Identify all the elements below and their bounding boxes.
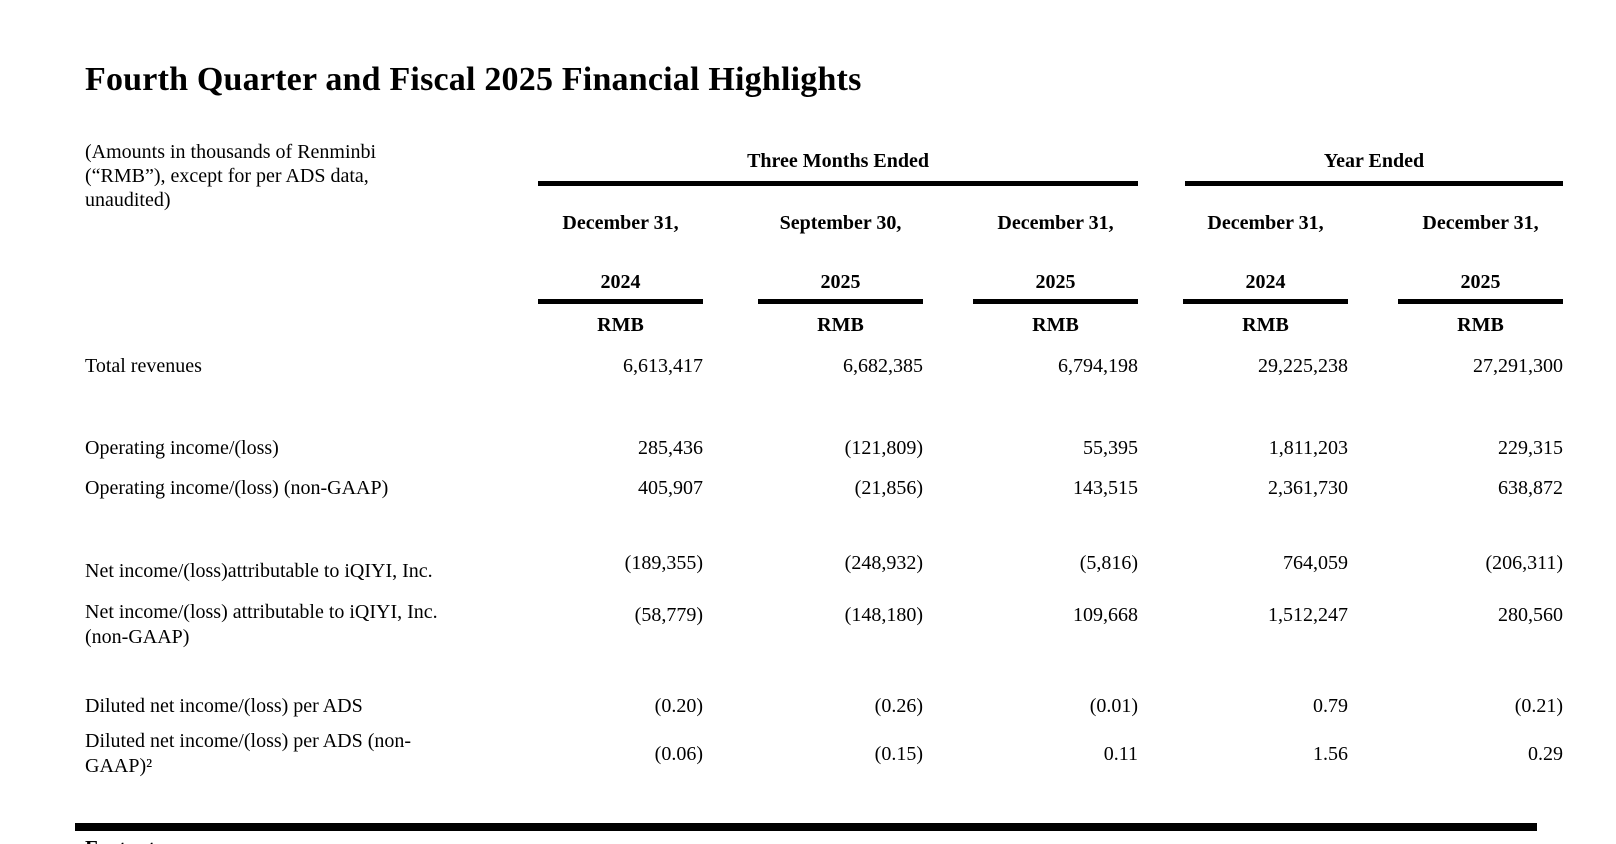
row-label-diluted-per-ads-non-gaap: Diluted net income/(loss) per ADS (non-G… — [85, 730, 412, 777]
cell-value: (0.01) — [1089, 695, 1139, 717]
cell-value: 6,682,385 — [843, 355, 923, 377]
cell-value: (58,779) — [634, 604, 703, 626]
col-1-year: 2024 — [538, 271, 703, 304]
cell-value: (0.15) — [874, 743, 923, 765]
row-label-operating-income-non-gaap: Operating income/(loss) (non-GAAP) — [85, 476, 389, 499]
row-label-operating-income: Operating income/(loss) — [85, 436, 279, 459]
spacer-row — [85, 508, 1563, 542]
col-1-currency: RMB — [597, 314, 644, 336]
row-label-total-revenues: Total revenues — [85, 354, 202, 377]
cell-value: 55,395 — [1083, 437, 1139, 459]
table-row: Net income/(loss) attributable to iQIYI,… — [85, 600, 1563, 650]
cell-value: (206,311) — [1485, 552, 1564, 574]
cell-value: 6,794,198 — [1058, 355, 1139, 377]
table-row: Diluted net income/(loss) per ADS (non-G… — [85, 724, 1563, 784]
table-note-cell: (Amounts in thousands of Renminbi (“RMB”… — [85, 140, 538, 346]
col-4-currency: RMB — [1242, 314, 1289, 336]
cell-value: 1,512,247 — [1268, 604, 1349, 626]
page-title: Fourth Quarter and Fiscal 2025 Financial… — [85, 60, 862, 98]
financial-highlights-table: (Amounts in thousands of Renminbi (“RMB”… — [85, 140, 1564, 784]
col-4-date: December 31, — [1207, 212, 1324, 234]
cell-value: 229,315 — [1498, 437, 1564, 459]
table-row: Total revenues 6,613,417 6,682,385 6,794… — [85, 346, 1563, 386]
col-1-date: December 31, — [562, 212, 679, 234]
cell-value: 1.56 — [1313, 743, 1349, 765]
cell-value: 143,515 — [1073, 477, 1139, 499]
group-year-ended: Year Ended — [1185, 150, 1564, 186]
column-group-row: (Amounts in thousands of Renminbi (“RMB”… — [85, 140, 1564, 211]
cell-value: (121,809) — [844, 437, 923, 459]
cell-value: (0.21) — [1514, 695, 1564, 717]
cell-value: 638,872 — [1498, 477, 1564, 499]
col-3-date: December 31, — [997, 212, 1114, 234]
cell-value: 0.29 — [1528, 743, 1564, 765]
col-2-currency: RMB — [817, 314, 864, 336]
year-header-row: 2024 2025 2025 2024 2025 — [85, 244, 1564, 304]
cell-value: (0.06) — [654, 743, 703, 765]
table-row: Operating income/(loss) 285,436 (121,809… — [85, 428, 1563, 468]
cell-value: (0.26) — [874, 695, 923, 717]
spacer-row — [85, 386, 1563, 428]
col-5-year: 2025 — [1398, 271, 1564, 304]
table-note: (Amounts in thousands of Renminbi (“RMB”… — [85, 141, 377, 211]
col-3-currency: RMB — [1032, 314, 1079, 336]
cell-value: 2,361,730 — [1268, 477, 1349, 499]
row-label-diluted-per-ads: Diluted net income/(loss) per ADS — [85, 694, 363, 717]
cell-value: 280,560 — [1498, 604, 1564, 626]
cell-value: (5,816) — [1079, 552, 1139, 574]
cell-value: 109,668 — [1073, 604, 1139, 626]
cell-value: (21,856) — [854, 477, 923, 499]
cell-value: (0.20) — [654, 695, 703, 717]
cell-value: 1,811,203 — [1268, 437, 1349, 459]
cell-value: 764,059 — [1283, 552, 1349, 574]
col-5-date: December 31, — [1422, 212, 1539, 234]
row-label-net-income-non-gaap: Net income/(loss) attributable to iQIYI,… — [85, 601, 438, 648]
col-2-year: 2025 — [758, 271, 923, 304]
col-4-year: 2024 — [1183, 271, 1349, 304]
currency-header-row: RMB RMB RMB RMB RMB — [85, 304, 1563, 346]
cell-value: 285,436 — [638, 437, 703, 459]
cell-value: (148,180) — [844, 604, 923, 626]
group-year-ended-cell: Year Ended — [1138, 140, 1564, 186]
footnotes-heading: Footnotes — [85, 836, 173, 844]
date-header-row: December 31, September 30, December 31, … — [85, 186, 1563, 244]
group-three-months-cell: Three Months Ended — [538, 140, 1139, 186]
cell-value: 6,613,417 — [623, 355, 703, 377]
col-5-currency: RMB — [1457, 314, 1504, 336]
col-3-year: 2025 — [973, 271, 1139, 304]
row-label-net-income: Net income/(loss)attributable to iQIYI, … — [85, 559, 433, 582]
table-row: Net income/(loss)attributable to iQIYI, … — [85, 542, 1563, 600]
cell-value: 27,291,300 — [1473, 355, 1564, 377]
cell-value: 29,225,238 — [1258, 355, 1349, 377]
group-three-months-ended: Three Months Ended — [538, 150, 1139, 186]
spacer-row — [85, 650, 1563, 688]
section-divider-rule — [75, 823, 1537, 831]
table-row: Operating income/(loss) (non-GAAP) 405,9… — [85, 468, 1563, 508]
table-row: Diluted net income/(loss) per ADS (0.20)… — [85, 688, 1563, 724]
cell-value: 0.79 — [1313, 695, 1349, 717]
cell-value: 0.11 — [1103, 743, 1139, 765]
cell-value: 405,907 — [638, 477, 703, 499]
col-2-date: September 30, — [779, 212, 902, 234]
cell-value: (248,932) — [844, 552, 923, 574]
cell-value: (189,355) — [624, 552, 703, 574]
